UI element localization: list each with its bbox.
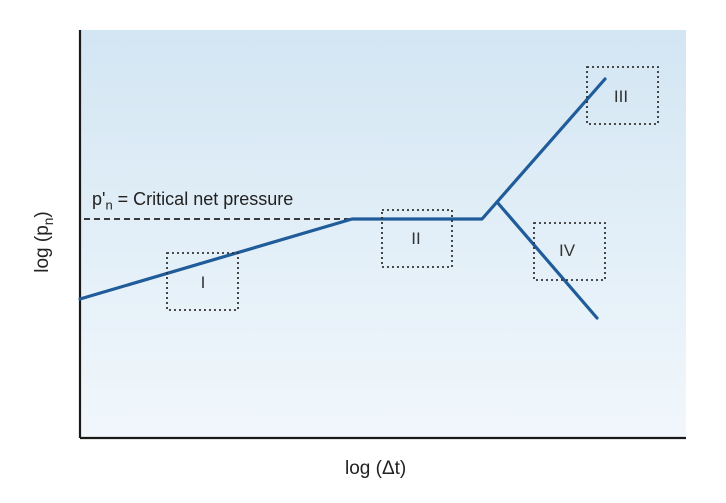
y-axis-label-end: )	[32, 211, 54, 218]
y-axis-label-sub: n	[40, 217, 56, 226]
region-label-II: II	[411, 229, 421, 248]
plot-area	[80, 30, 686, 438]
region-box-I	[166, 252, 239, 311]
y-axis-label: log (pn)	[32, 211, 56, 272]
region-box-II	[381, 209, 453, 268]
region-box-IV	[533, 222, 606, 281]
critical-label-end: = Critical net pressure	[112, 189, 294, 209]
x-axis-label: log (Δt)	[345, 458, 407, 479]
region-label-I: I	[200, 273, 206, 292]
critical-pressure-label: p'n = Critical net pressure	[92, 189, 293, 213]
region-box-III	[586, 66, 659, 125]
pressure-curve-declining-branch	[495, 200, 599, 320]
pressure-curve	[78, 77, 607, 301]
critical-label-sub: n	[105, 197, 113, 213]
region-label-III: III	[613, 87, 629, 106]
critical-label-main: p'	[92, 189, 106, 209]
region-label-IV: IV	[558, 241, 576, 260]
y-axis-label-main: log (p	[32, 225, 54, 273]
